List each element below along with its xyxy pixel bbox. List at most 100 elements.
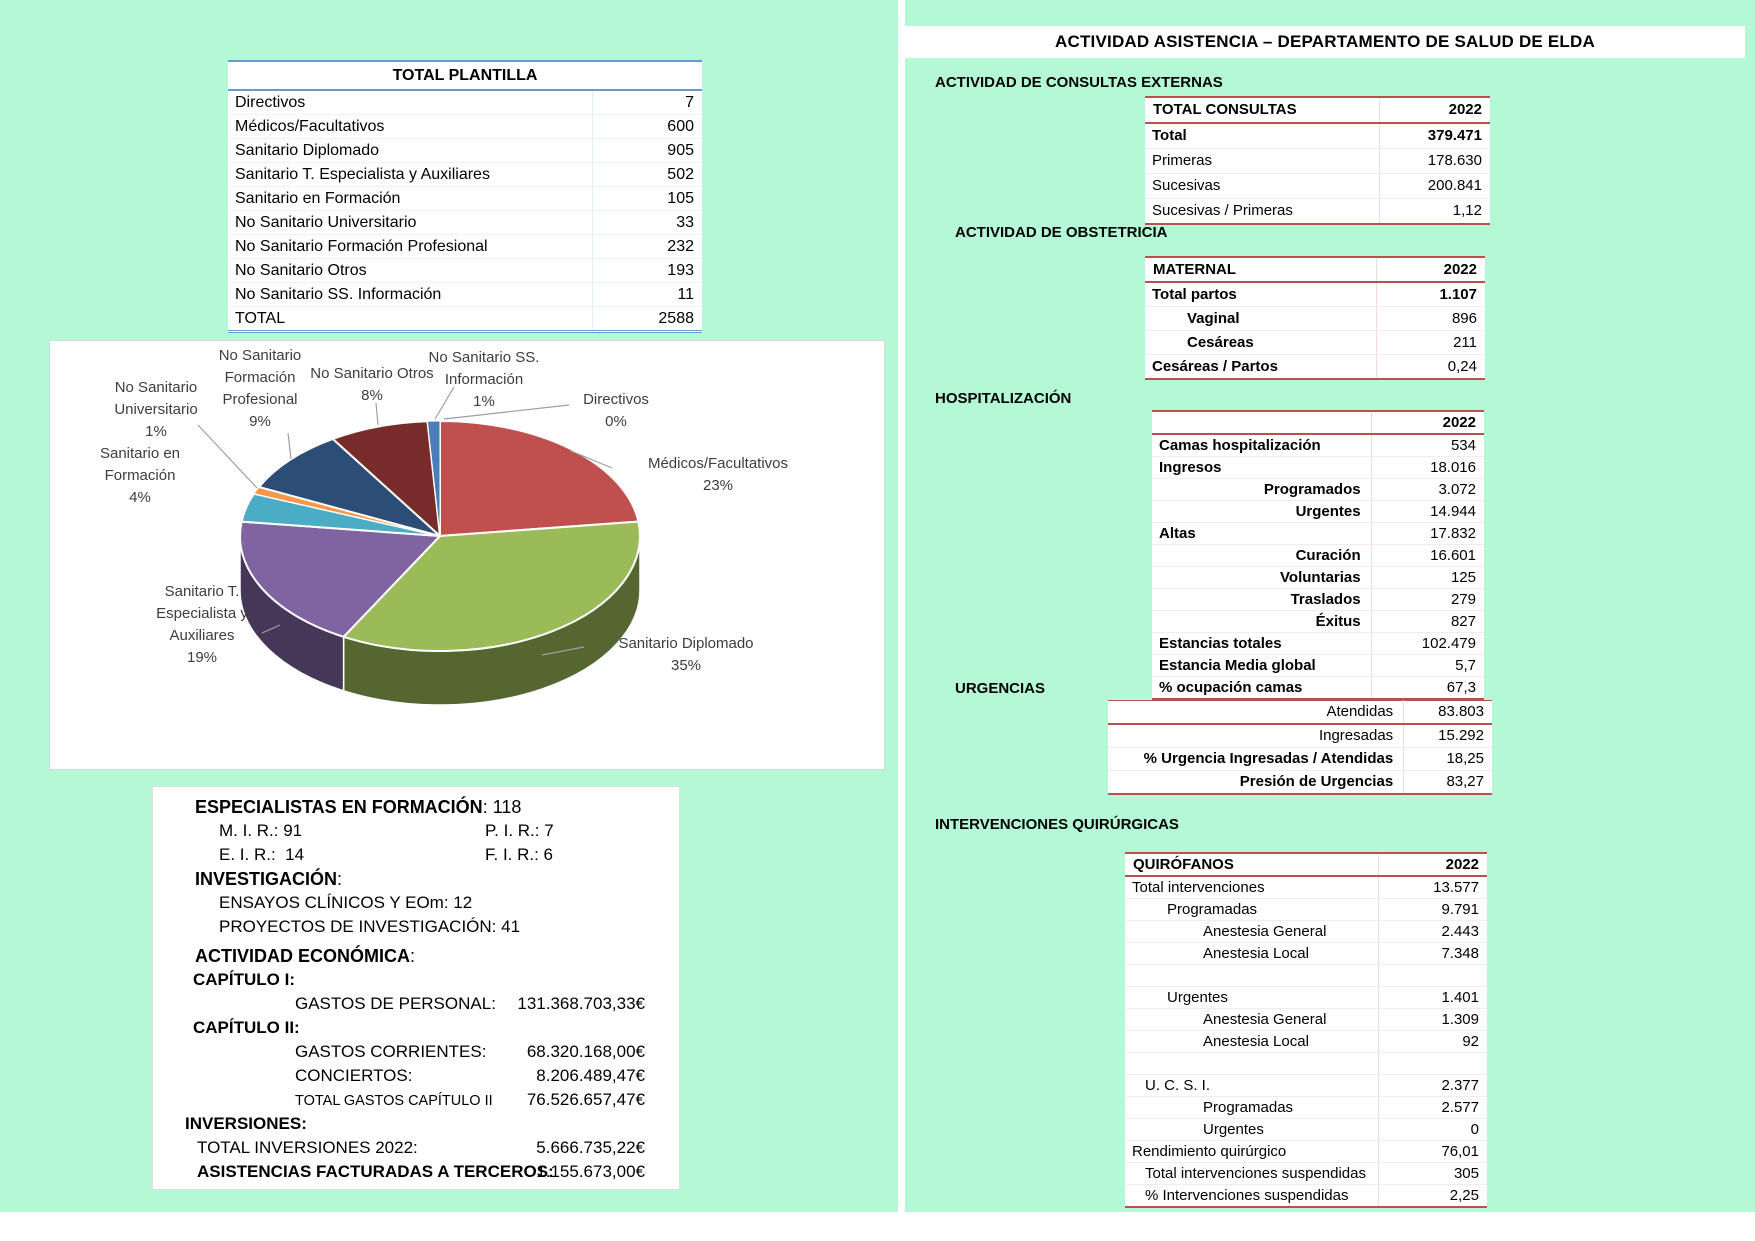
table-row: Cesáreas 211	[1145, 330, 1485, 355]
row-value: 9.791	[1377, 898, 1487, 921]
row-label: TOTAL	[228, 306, 593, 332]
row-value: 13.577	[1377, 876, 1487, 899]
table-row: Ingresos 18.016	[1152, 456, 1484, 479]
pie-slice	[331, 420, 441, 537]
column-header-label	[1152, 411, 1372, 435]
row-value: 200.841	[1379, 173, 1490, 199]
row-value: 17.832	[1370, 522, 1484, 545]
row-value: 3.072	[1370, 478, 1484, 501]
row-label: % ocupación camas	[1152, 676, 1372, 700]
row-label: Urgentes	[1125, 986, 1379, 1009]
row-value: 1,12	[1379, 198, 1490, 225]
row-label: No Sanitario Universitario	[228, 210, 593, 235]
row-value: 305	[1377, 1162, 1487, 1185]
especialistas-box: ESPECIALISTAS EN FORMACIÓN: 118 M. I. R.…	[152, 786, 680, 1190]
pie-label: 0%	[605, 413, 627, 430]
investigacion-title-line: INVESTIGACIÓN:	[153, 867, 679, 891]
leader-line	[261, 624, 281, 634]
row-label: Total partos	[1145, 282, 1377, 307]
row-label: Traslados	[1152, 588, 1372, 611]
row-label: No Sanitario SS. Información	[228, 282, 593, 307]
eir-value: E. I. R.: 14	[219, 845, 305, 864]
row-label: Vaginal	[1145, 306, 1377, 331]
total-capitulo-2-value: 76.526.657,47€	[526, 1090, 645, 1109]
table-row: % Urgencia Ingresadas / Atendidas 18,25	[1108, 747, 1492, 771]
row-value: 7.348	[1377, 942, 1487, 965]
leader-line	[541, 646, 585, 656]
row-value: 76,01	[1377, 1140, 1487, 1163]
table-row: Cesáreas / Partos 0,24	[1145, 354, 1485, 380]
pie-label: No Sanitario SS.	[429, 349, 540, 366]
row-label: Cesáreas	[1145, 330, 1377, 355]
column-header-year: 2022	[1375, 257, 1485, 283]
capitulo-2-label: CAPÍTULO II:	[193, 1018, 300, 1037]
section-heading-consultas: ACTIVIDAD DE CONSULTAS EXTERNAS	[935, 74, 1223, 91]
table-row: Directivos 7	[228, 90, 702, 115]
table-row: Primeras 178.630	[1145, 148, 1490, 174]
pie-label: Universitario	[114, 401, 197, 418]
table-row: % Intervenciones suspendidas 2,25	[1125, 1184, 1487, 1208]
row-label	[1125, 1052, 1379, 1075]
mir-value: M. I. R.: 91	[219, 821, 303, 840]
leader-line	[570, 450, 613, 469]
pie-label: No Sanitario	[115, 379, 198, 396]
row-label: No Sanitario Formación Profesional	[228, 234, 593, 259]
pie-label: Profesional	[222, 391, 297, 408]
leader-line	[443, 404, 570, 420]
table-row: Altas 17.832	[1152, 522, 1484, 545]
row-label: Programadas	[1125, 1096, 1379, 1119]
row-label: Camas hospitalización	[1152, 434, 1372, 457]
table-row: Sucesivas / Primeras 1,12	[1145, 198, 1490, 225]
row-value: 92	[1377, 1030, 1487, 1053]
especialistas-label: ESPECIALISTAS EN FORMACIÓN	[195, 797, 483, 817]
row-label: Total intervenciones suspendidas	[1125, 1162, 1379, 1185]
row-value: 0	[1377, 1118, 1487, 1141]
especialistas-title-line: ESPECIALISTAS EN FORMACIÓN: 118	[153, 795, 679, 819]
total-inversiones-line: TOTAL INVERSIONES 2022: 5.666.735,22€	[153, 1136, 679, 1160]
investigacion-colon: :	[337, 869, 343, 889]
pie-label: 1%	[473, 393, 495, 410]
pie-label: Auxiliares	[169, 627, 234, 644]
row-value: 2,25	[1377, 1184, 1487, 1208]
row-label: Estancia Media global	[1152, 654, 1372, 677]
table-row: Sanitario T. Especialista y Auxiliares 50…	[228, 162, 702, 187]
hospitalizacion-table: 2022 Camas hospitalización 534 Ingresos 18.0…	[1152, 410, 1484, 700]
column-header-year: 2022	[1377, 853, 1487, 877]
investigacion-label: INVESTIGACIÓN	[195, 869, 338, 889]
total-capitulo-2-line: TOTAL GASTOS CAPÍTULO II 76.526.657,47€	[153, 1088, 679, 1112]
eir-fir-line: E. I. R.: 14 F. I. R.: 6	[153, 843, 679, 867]
pie-slice	[258, 437, 441, 537]
row-value: 534	[1370, 434, 1484, 457]
data-grid: 2022 Camas hospitalización 534 Ingresos 18.0…	[1152, 410, 1484, 700]
table-row: Médicos/Facultativos 600	[228, 114, 702, 139]
section-heading-obstetricia: ACTIVIDAD DE OBSTETRICIA	[955, 224, 1168, 241]
column-header-label: TOTAL CONSULTAS	[1145, 97, 1380, 124]
table-row: Camas hospitalización 534	[1152, 434, 1484, 457]
table-row: Urgentes 1.401	[1125, 986, 1487, 1009]
row-label: Estancias totales	[1152, 632, 1372, 655]
total-inversiones-value: 5.666.735,22€	[536, 1138, 645, 1157]
mir-pir-line: M. I. R.: 91 P. I. R.: 7	[153, 819, 679, 843]
row-value: 211	[1375, 330, 1485, 355]
data-grid: TOTAL PLANTILLA Directivos 7 Médicos/Facult…	[228, 60, 702, 333]
table-row: Presión de Urgencias 83,27	[1108, 770, 1492, 795]
table-row: Anestesia General 2.443	[1125, 920, 1487, 943]
pie-label: 19%	[187, 649, 217, 666]
gastos-corrientes-label: GASTOS CORRIENTES:	[295, 1042, 487, 1061]
gastos-corrientes-line: GASTOS CORRIENTES: 68.320.168,00€	[153, 1040, 679, 1064]
row-label: % Urgencia Ingresadas / Atendidas	[1108, 747, 1404, 771]
table-row: Ingresadas 15.292	[1108, 724, 1492, 748]
page-divider	[898, 0, 905, 1212]
row-value	[1377, 964, 1487, 987]
column-header-label: QUIRÓFANOS	[1125, 853, 1379, 877]
row-value: 11	[592, 282, 702, 307]
pie-label: Directivos	[583, 391, 649, 408]
total-plantilla-table: TOTAL PLANTILLA Directivos 7 Médicos/Facult…	[228, 60, 702, 333]
total-capitulo-2-label: TOTAL GASTOS CAPÍTULO II	[295, 1093, 493, 1109]
row-value: 15.292	[1403, 724, 1492, 748]
gastos-personal-label: GASTOS DE PERSONAL:	[295, 994, 496, 1013]
row-label: Altas	[1152, 522, 1372, 545]
especialistas-value: : 118	[482, 797, 522, 817]
leader-line	[197, 424, 258, 489]
row-label: Sucesivas / Primeras	[1145, 198, 1380, 225]
